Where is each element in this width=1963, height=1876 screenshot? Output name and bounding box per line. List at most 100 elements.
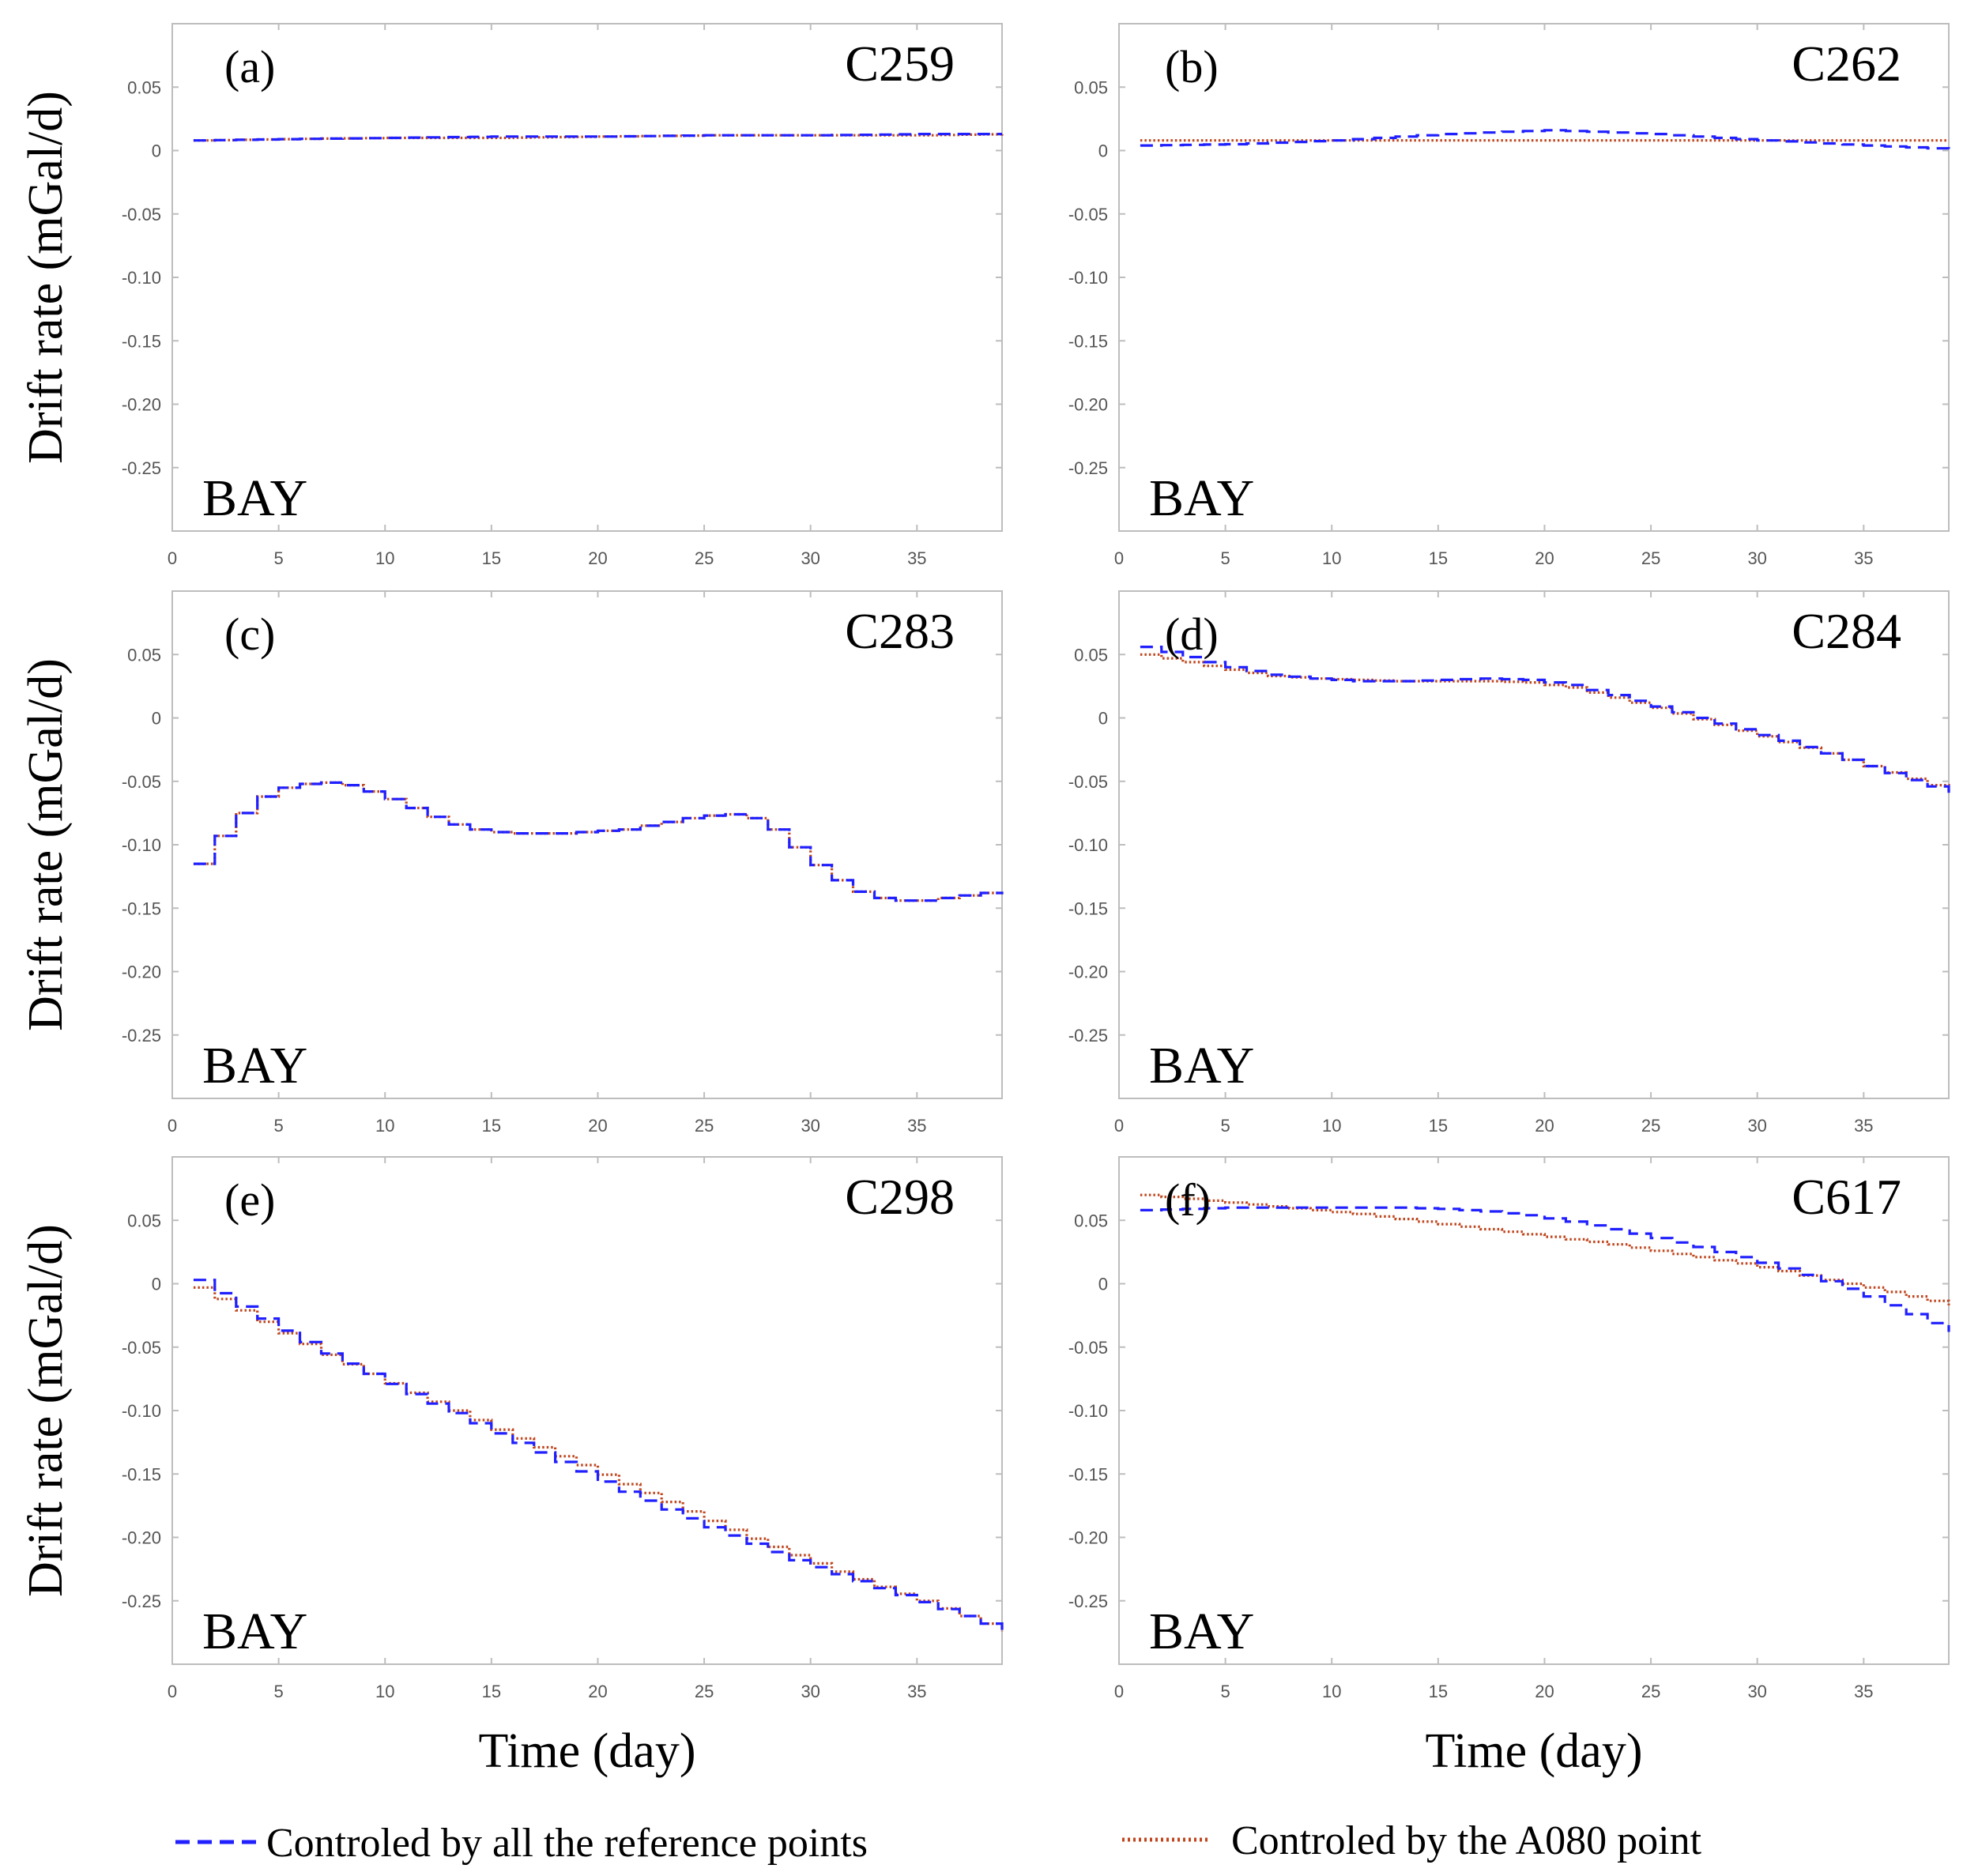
station-name: C298 [845, 1169, 955, 1225]
legend-series-b-label: Controled by the A080 point [1231, 1818, 1702, 1863]
y-tick-label: 0.05 [1074, 77, 1108, 97]
x-tick-label: 25 [1641, 548, 1660, 568]
panel-label: (b) [1165, 41, 1219, 92]
y-tick-label: -0.20 [122, 1528, 161, 1548]
x-tick-label: 25 [695, 1682, 714, 1701]
panel-b: 0.05 0 -0.05 -0.10 -0.15 -0.20 -0.25 0 5 10 15 20 25… [1068, 23, 1950, 568]
series-all-reference-points-line [1140, 129, 1950, 150]
x-tick-label: 5 [1220, 1116, 1230, 1136]
y-tick-label: -0.10 [1068, 268, 1108, 288]
x-tick-label: 0 [168, 1682, 177, 1701]
station-name: C617 [1792, 1169, 1901, 1225]
y-tick-label: -0.20 [1068, 1528, 1108, 1548]
x-tick-label: 5 [273, 548, 283, 568]
panels: 0.05 0 -0.05 -0.10 -0.15 -0.20 -0.25 0 5 10 15 20 25… [19, 23, 1950, 1778]
x-axis-label: Time (day) [479, 1724, 696, 1778]
plot-frame [1118, 590, 1950, 1099]
x-tick-label: 15 [482, 1116, 501, 1136]
x-tick-label: 20 [588, 1116, 607, 1136]
y-tick-label: 0.05 [1074, 645, 1108, 665]
y-axis-label: Drift rate (mGal/d) [19, 658, 73, 1031]
x-tick-label: 10 [1322, 548, 1341, 568]
panel-c: 0.05 0 -0.05 -0.10 -0.15 -0.20 -0.25 0 5 10 15 20 25… [19, 590, 1004, 1136]
panel-label: (c) [224, 608, 275, 660]
panel-f: 0.05 0 -0.05 -0.10 -0.15 -0.20 -0.25 0 5 10 15 20 25… [1068, 1156, 1950, 1778]
panel-a: 0.05 0 -0.05 -0.10 -0.15 -0.20 -0.25 0 5 10 15 20 25… [19, 23, 1004, 568]
y-tick-label: -0.05 [122, 205, 161, 224]
y-tick-label: 0 [152, 709, 161, 729]
x-tick-label: 5 [1220, 1682, 1230, 1701]
station-name: C283 [845, 603, 955, 659]
y-tick-label: -0.10 [122, 268, 161, 288]
x-tick-label: 15 [482, 548, 501, 568]
y-tick-label: -0.20 [122, 395, 161, 415]
y-tick-label: 0 [152, 141, 161, 161]
x-tick-label: 35 [1854, 1682, 1873, 1701]
y-tick-label: 0.05 [127, 77, 161, 97]
y-tick-label: -0.15 [1068, 898, 1108, 918]
y-tick-label: 0 [1098, 1275, 1108, 1294]
y-tick-label: -0.15 [1068, 331, 1108, 351]
series-all-reference-points-line [193, 133, 1002, 142]
y-tick-label: -0.10 [1068, 1401, 1108, 1421]
x-tick-label: 10 [1322, 1116, 1341, 1136]
station-name: C284 [1792, 603, 1901, 659]
panel-label: (a) [224, 41, 275, 92]
bay-label: BAY [202, 1603, 307, 1660]
x-tick-label: 25 [695, 548, 714, 568]
y-tick-label: -0.25 [1068, 1026, 1108, 1045]
y-tick-label: -0.05 [1068, 1338, 1108, 1358]
y-tick-label: -0.25 [1068, 1592, 1108, 1611]
plot-frame [1118, 23, 1950, 532]
y-tick-label: -0.15 [122, 331, 161, 351]
y-tick-label: -0.15 [1068, 1464, 1108, 1484]
x-tick-label: 15 [482, 1682, 501, 1701]
x-tick-label: 20 [588, 1682, 607, 1701]
x-tick-label: 30 [1747, 1116, 1766, 1136]
y-tick-label: -0.25 [122, 458, 161, 478]
x-tick-label: 35 [907, 548, 926, 568]
y-tick-label: -0.15 [122, 898, 161, 918]
series-all-reference-points-line [1140, 1206, 1950, 1332]
y-tick-label: -0.05 [122, 772, 161, 792]
x-tick-label: 5 [1220, 548, 1230, 568]
x-tick-label: 35 [907, 1116, 926, 1136]
x-tick-label: 0 [1114, 1116, 1124, 1136]
bay-label: BAY [1149, 1603, 1254, 1660]
y-tick-label: -0.10 [122, 835, 161, 855]
series-a080-point-line [193, 781, 1004, 902]
plot-frame [1118, 1156, 1950, 1665]
x-tick-label: 30 [1747, 548, 1766, 568]
x-tick-label: 20 [1535, 1682, 1554, 1701]
panel-label: (f) [1165, 1174, 1211, 1226]
panel-label: (e) [224, 1174, 275, 1226]
x-tick-label: 30 [801, 1682, 819, 1701]
x-tick-label: 15 [1429, 1682, 1448, 1701]
x-tick-label: 0 [1114, 548, 1124, 568]
y-tick-label: -0.05 [122, 1338, 161, 1358]
x-tick-label: 10 [375, 1116, 394, 1136]
station-name: C259 [845, 36, 955, 92]
x-tick-label: 10 [1322, 1682, 1341, 1701]
x-tick-label: 30 [801, 1116, 819, 1136]
x-tick-label: 5 [273, 1682, 283, 1701]
x-tick-label: 20 [588, 548, 607, 568]
y-tick-label: 0 [1098, 709, 1108, 729]
y-tick-label: -0.05 [1068, 205, 1108, 224]
y-tick-label: -0.25 [122, 1592, 161, 1611]
x-tick-label: 35 [1854, 1116, 1873, 1136]
x-tick-label: 35 [1854, 548, 1873, 568]
y-tick-label: 0 [1098, 141, 1108, 161]
y-tick-label: 0 [152, 1275, 161, 1294]
x-tick-label: 5 [273, 1116, 283, 1136]
y-tick-label: -0.20 [1068, 395, 1108, 415]
x-tick-label: 0 [168, 548, 177, 568]
x-tick-label: 25 [1641, 1682, 1660, 1701]
x-tick-label: 25 [1641, 1116, 1660, 1136]
x-tick-label: 20 [1535, 548, 1554, 568]
x-tick-label: 35 [907, 1682, 926, 1701]
y-tick-label: 0.05 [127, 645, 161, 665]
plot-frame [171, 23, 1003, 532]
bay-label: BAY [1149, 1037, 1254, 1094]
